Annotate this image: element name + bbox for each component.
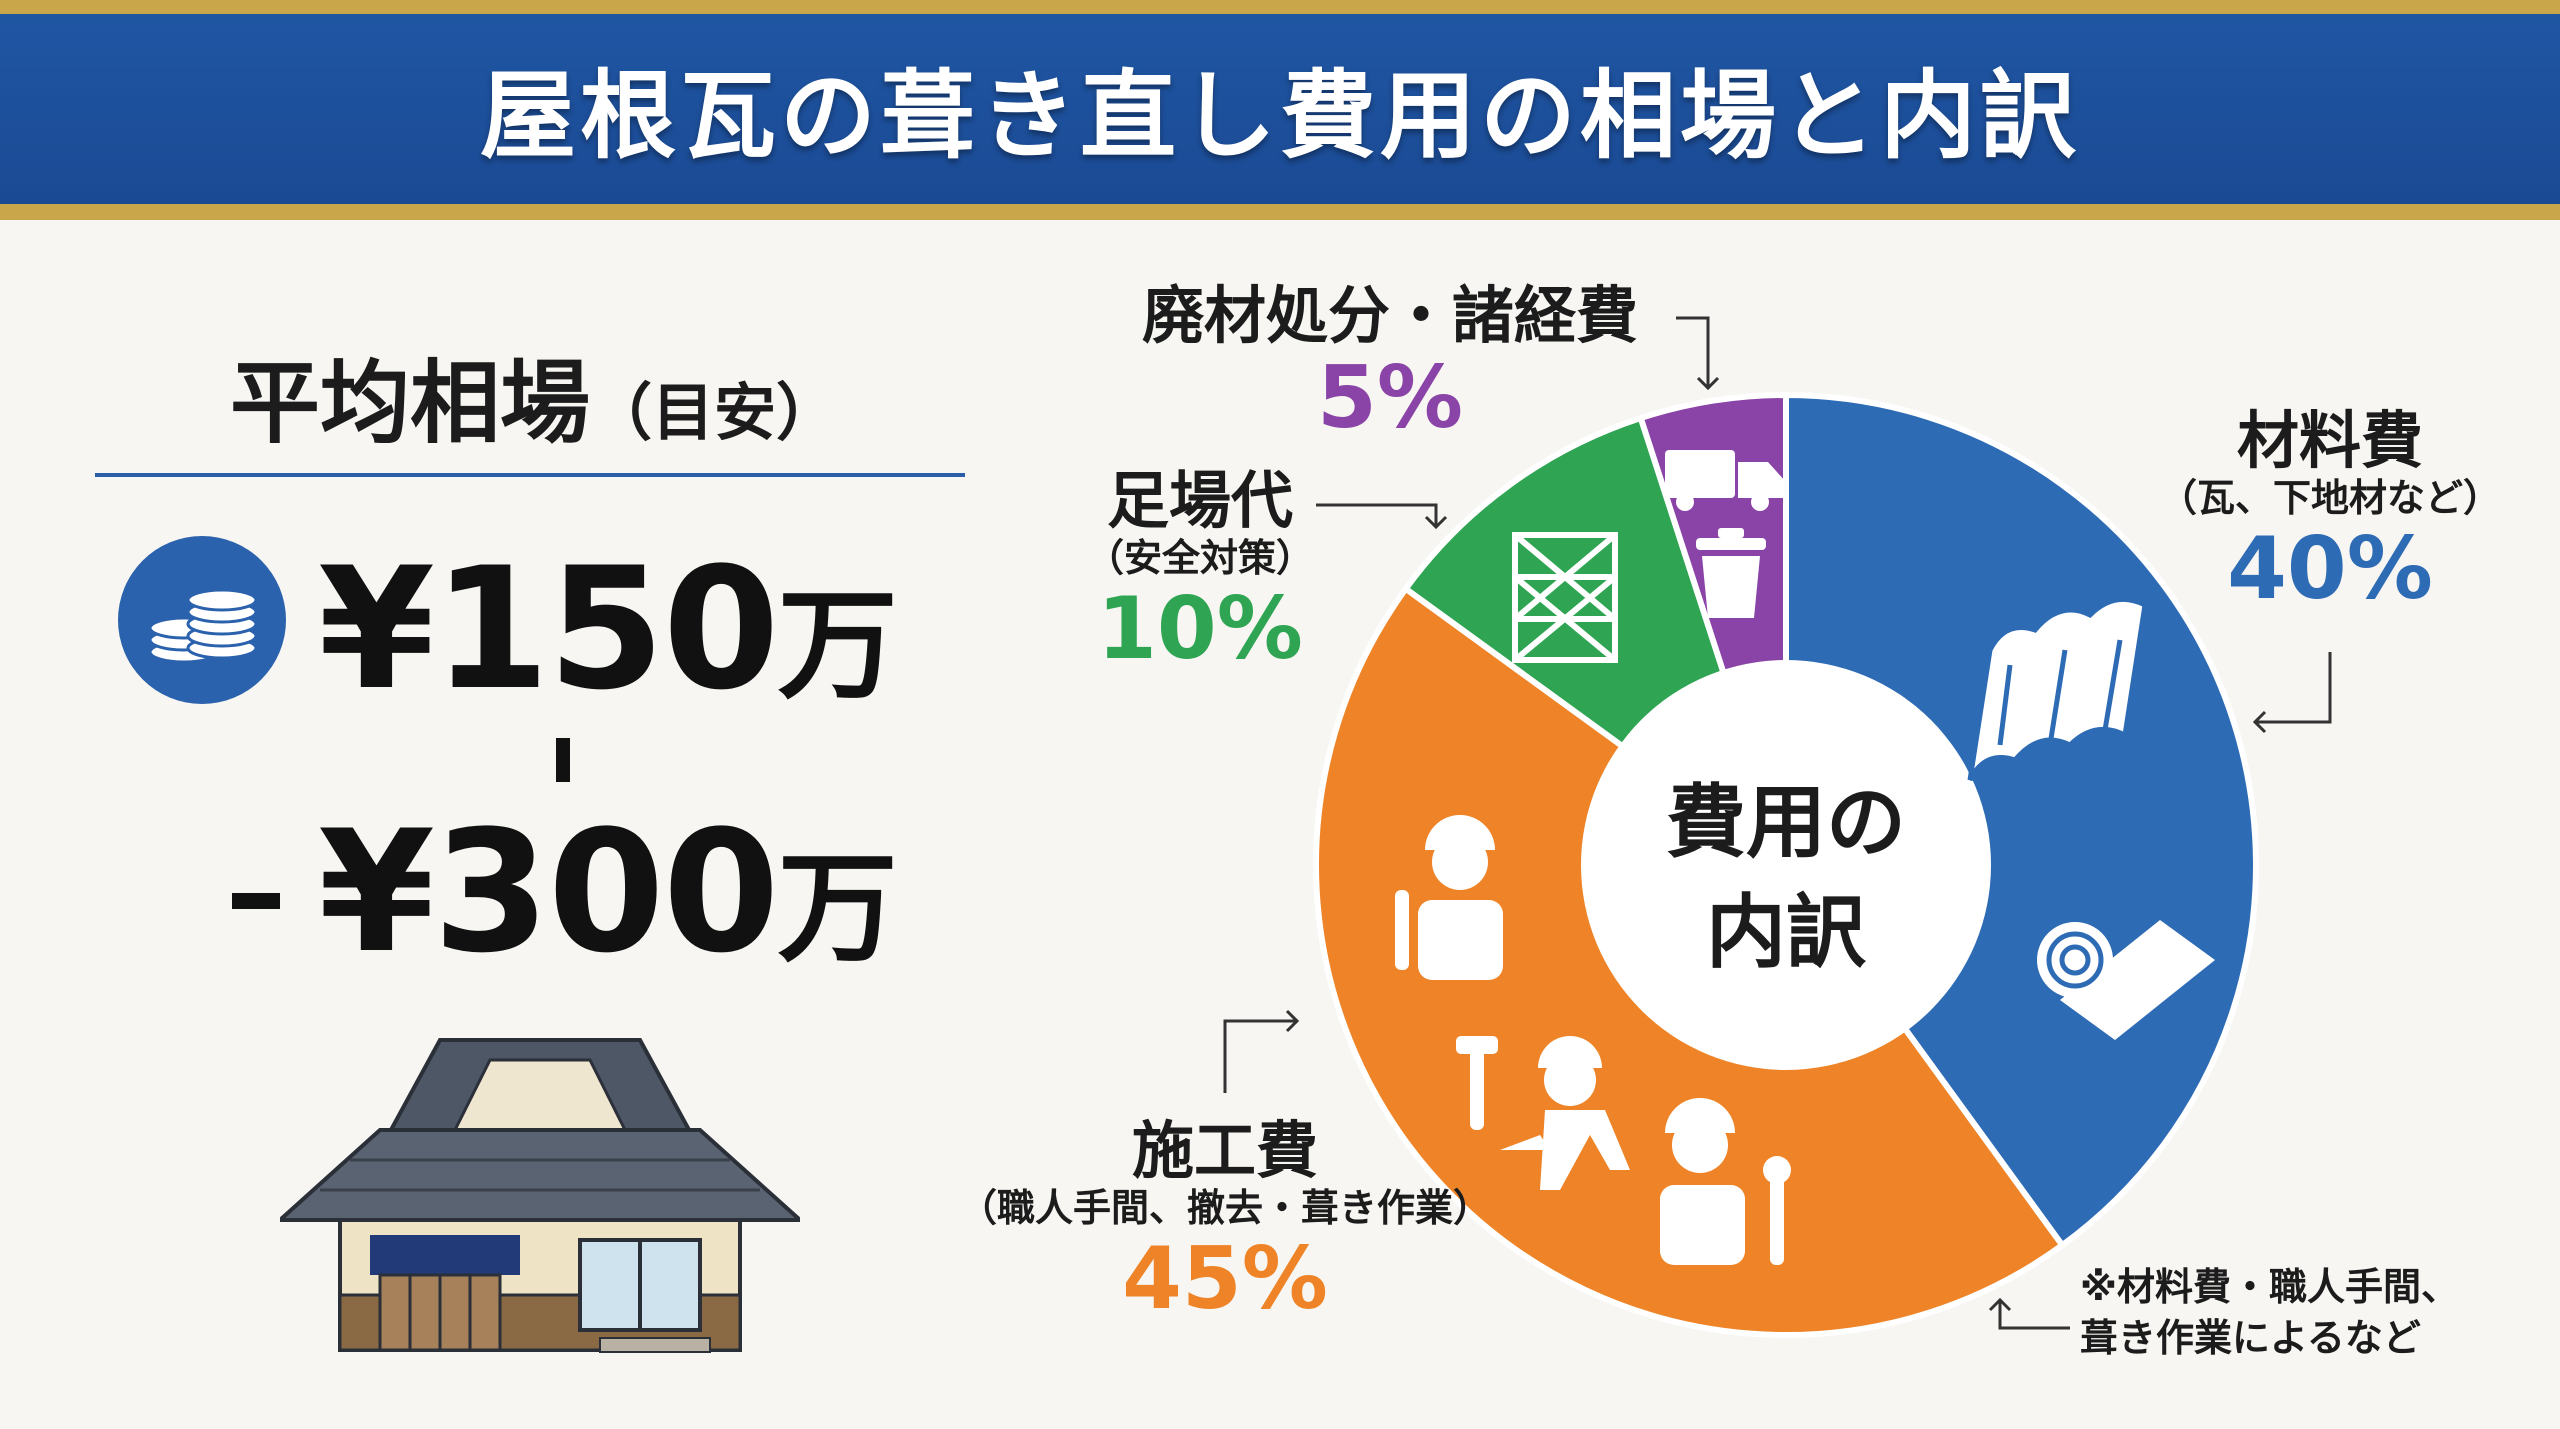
price-low-unit: 万 — [777, 577, 898, 716]
average-heading-text: 平均相場 — [230, 351, 590, 456]
range-separator — [556, 738, 570, 782]
label-disposal-pct: 5% — [1316, 348, 1463, 449]
title-banner: 屋根瓦の葺き直し費用の相場と内訳 — [0, 0, 2560, 220]
label-disposal-name: 廃材処分・諸経費 — [1141, 279, 1638, 352]
label-disposal: 廃材処分・諸経費 5% — [1100, 280, 1680, 446]
label-materials-sub: （瓦、下地材など） — [2158, 476, 2501, 521]
pie-center-line2: 内訳 — [1706, 886, 1867, 979]
footnote-line2: 葺き作業によるなど — [2080, 1316, 2421, 1361]
pie-center-hole — [1581, 660, 1991, 1070]
label-labor-name: 施工費 — [1131, 1114, 1318, 1187]
tiles-icon — [1967, 596, 2148, 782]
footnote-line1: ※材料費・職人手間、 — [2080, 1265, 2459, 1309]
label-labor: 施工費 （職人手間、撤去・葺き作業） 45% — [950, 1115, 1500, 1326]
workers-icon — [1395, 815, 1791, 1265]
label-scaffold: 足場代 （安全対策） 10% — [1060, 465, 1340, 676]
label-labor-pct: 45% — [1122, 1228, 1328, 1329]
average-heading-note: （目安） — [590, 376, 839, 449]
truck-icon — [1665, 450, 1786, 511]
price-low-value: ¥150 — [318, 531, 780, 727]
house-illustration — [280, 1038, 800, 1353]
label-scaffold-name: 足場代 — [1106, 464, 1293, 537]
trash-icon — [1696, 528, 1766, 618]
heading-divider — [95, 473, 965, 477]
page-title: 屋根瓦の葺き直し費用の相場と内訳 — [480, 60, 2080, 172]
coins-icon — [118, 536, 286, 704]
price-low: ¥150万 — [318, 545, 898, 716]
label-materials-name: 材料費 — [2236, 404, 2423, 477]
leader-arrows — [1223, 316, 2332, 1330]
price-high: ¥300万 — [318, 808, 898, 979]
label-scaffold-pct: 10% — [1097, 578, 1303, 679]
footnote: ※材料費・職人手間、 葺き作業によるなど — [2080, 1262, 2459, 1365]
label-scaffold-sub: （安全対策） — [1085, 536, 1314, 581]
price-high-value: ¥300 — [318, 794, 780, 990]
label-materials-pct: 40% — [2227, 518, 2433, 619]
range-dash — [232, 893, 280, 909]
roll-icon — [2037, 920, 2215, 1040]
average-heading: 平均相場（目安） — [230, 330, 838, 460]
pie-center-line1: 費用の — [1666, 776, 1906, 869]
label-labor-sub: （職人手間、撤去・葺き作業） — [958, 1186, 1491, 1231]
label-materials: 材料費 （瓦、下地材など） 40% — [2130, 405, 2530, 616]
price-high-unit: 万 — [777, 840, 898, 979]
scaffold-icon — [1512, 532, 1618, 663]
